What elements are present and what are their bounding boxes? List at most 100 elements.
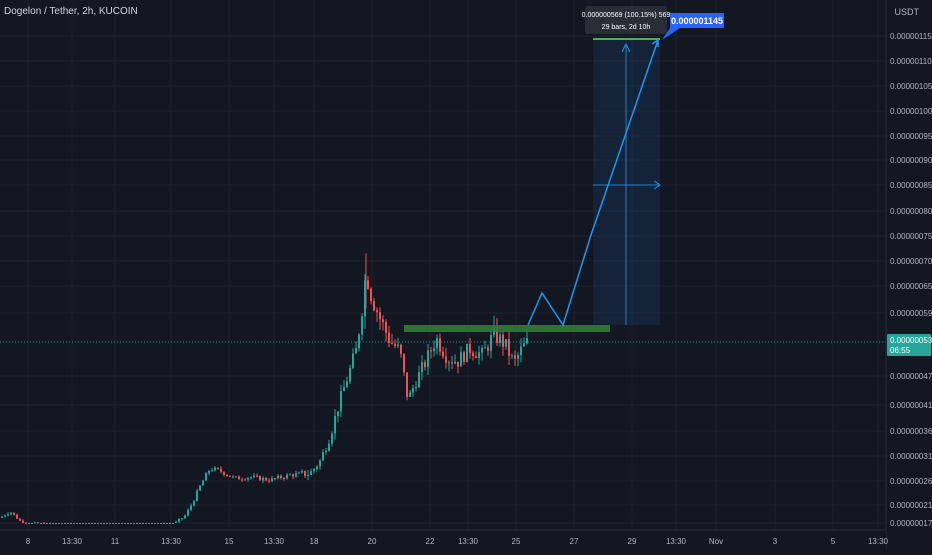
price-axis-label: 0.00000110 — [890, 57, 932, 66]
candle-body — [76, 523, 78, 524]
candle-body — [265, 477, 267, 481]
candle-body — [304, 470, 306, 476]
candle-body — [106, 523, 108, 524]
candle-body — [427, 350, 429, 368]
candle-body — [34, 522, 36, 524]
time-axis-label: 11 — [111, 537, 120, 546]
candle-body — [64, 523, 66, 524]
candle-body — [199, 485, 201, 491]
candle-body — [109, 523, 111, 524]
candle-body — [472, 352, 474, 357]
candle-body — [196, 490, 198, 502]
candle-body — [157, 523, 159, 524]
candle-body — [424, 362, 426, 368]
time-axis-label: 13:30 — [666, 537, 687, 546]
candle-body — [376, 310, 378, 313]
candle-body — [241, 479, 243, 481]
candle-body — [235, 476, 237, 478]
candle-body — [133, 523, 135, 524]
candle-body — [223, 471, 225, 476]
candle-body — [439, 338, 441, 352]
measure-arrow-right — [653, 180, 661, 190]
candle-body — [256, 475, 258, 477]
candle-body — [4, 515, 6, 517]
candle-body — [277, 475, 279, 479]
candle-body — [334, 415, 336, 434]
candle-body — [175, 521, 177, 523]
candle-body — [136, 523, 138, 524]
candle-body — [310, 471, 312, 475]
candle-body — [184, 515, 186, 519]
measure-info-line1: 0.000000569 (100.15%) 569 — [582, 12, 671, 19]
candle-body — [58, 523, 60, 524]
candle-body — [220, 468, 222, 472]
time-axis-label: 13:30 — [264, 537, 285, 546]
candle-body — [385, 322, 387, 333]
candle-body — [217, 467, 219, 469]
time-axis-label: 27 — [570, 537, 579, 546]
candle-body — [70, 523, 72, 524]
candle-body — [316, 466, 318, 469]
candle-body — [82, 523, 84, 524]
candle-body — [526, 338, 528, 344]
candle-body — [349, 367, 351, 382]
time-axis-label: 13:30 — [62, 537, 83, 546]
candle-body — [415, 387, 417, 389]
candle-body — [271, 478, 273, 482]
candle-body — [484, 347, 486, 349]
candle-body — [436, 338, 438, 349]
candle-body — [406, 372, 408, 397]
candle-body — [55, 523, 57, 524]
projection-path[interactable] — [527, 39, 659, 327]
candle-body — [130, 523, 132, 524]
candle-body — [391, 342, 393, 344]
candle-body — [340, 391, 342, 412]
time-axis-label: 13:30 — [161, 537, 182, 546]
candle-body — [37, 522, 39, 524]
candle-body — [442, 351, 444, 357]
candle-body — [475, 356, 477, 359]
candle-body — [514, 355, 516, 359]
measure-info-line2: 29 bars, 2d 10h — [602, 24, 651, 31]
price-axis-label: 0.000000173 — [890, 519, 932, 528]
candle-body — [355, 348, 357, 354]
time-axis-label: 25 — [512, 537, 521, 546]
candle-body — [67, 523, 69, 524]
candle-body — [433, 348, 435, 352]
candle-body — [46, 523, 48, 524]
candle-body — [286, 474, 288, 479]
candle-body — [88, 523, 90, 524]
candle-body — [280, 475, 282, 479]
resistance-zone[interactable] — [404, 325, 610, 332]
candle-body — [124, 523, 126, 524]
candle-body — [202, 480, 204, 486]
candle-body — [313, 468, 315, 472]
candle-body — [244, 479, 246, 481]
candle-body — [229, 475, 231, 477]
time-axis[interactable] — [0, 530, 886, 550]
time-axis-label: 18 — [310, 537, 319, 546]
candle-body — [319, 460, 321, 467]
candle-body — [163, 523, 165, 524]
candle-body — [52, 523, 54, 524]
target-label-box — [662, 13, 724, 40]
candle-body — [274, 478, 276, 480]
candle-body — [343, 387, 345, 392]
candle-body — [454, 361, 456, 364]
price-axis[interactable] — [886, 0, 932, 550]
candle-body — [7, 513, 9, 516]
price-axis-label: 0.000000215 — [890, 501, 932, 510]
candle-body — [247, 477, 249, 480]
candle-body — [169, 523, 171, 524]
candle-body — [115, 523, 117, 524]
candle-body — [373, 301, 375, 311]
